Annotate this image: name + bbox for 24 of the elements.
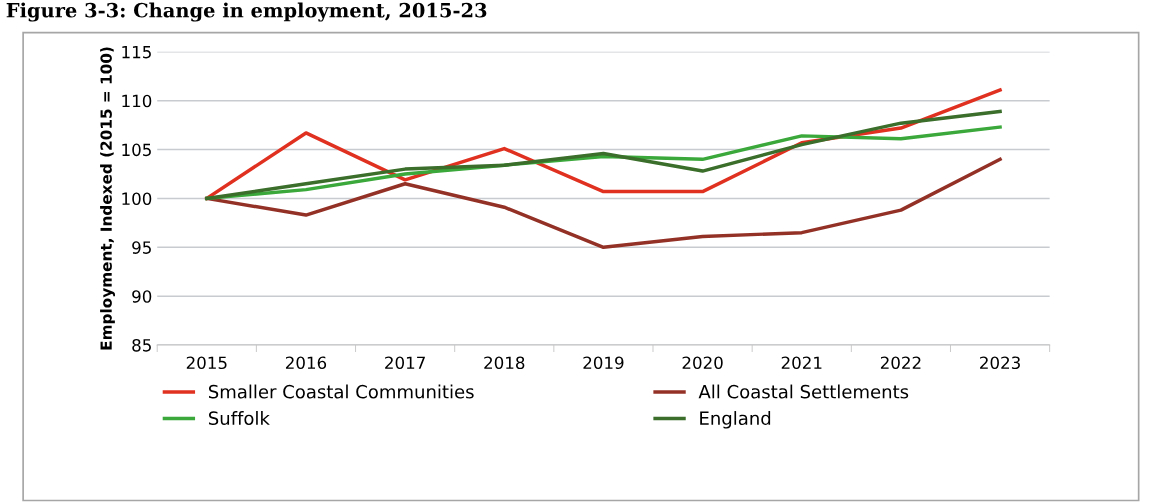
legend-label: Suffolk [208, 411, 270, 426]
x-tick-label: 2017 [385, 356, 425, 370]
x-tick-label: 2022 [880, 356, 921, 370]
x-tick-label: 2018 [484, 356, 525, 370]
y-tick-label: 95 [132, 241, 151, 254]
y-tick-label: 115 [122, 45, 151, 59]
line-series [205, 157, 1002, 250]
x-tick-label: 2021 [781, 356, 822, 370]
y-tick-label: 110 [122, 94, 152, 108]
x-tick-label: 2023 [980, 356, 1020, 370]
y-tick-label: 90 [132, 290, 152, 303]
y-tick-label: 100 [122, 192, 152, 205]
x-tick-label: 2015 [186, 356, 227, 370]
x-tick-label: 2016 [285, 356, 327, 370]
x-tick-label: 2019 [583, 356, 624, 370]
legend-label: Smaller Coastal Communities [208, 384, 474, 399]
y-axis-title: Employment, Indexed (2015 = 100) [100, 47, 115, 350]
y-tick-label: 105 [122, 143, 151, 157]
legend-label: England [700, 411, 771, 429]
y-tick-label: 85 [132, 339, 151, 352]
chart-title: Figure 3-3: Change in employment, 2015-23 [6, 2, 487, 22]
x-tick-label: 2020 [682, 356, 723, 370]
line-series [205, 109, 1002, 201]
legend-label: All Coastal Settlements [698, 384, 909, 399]
